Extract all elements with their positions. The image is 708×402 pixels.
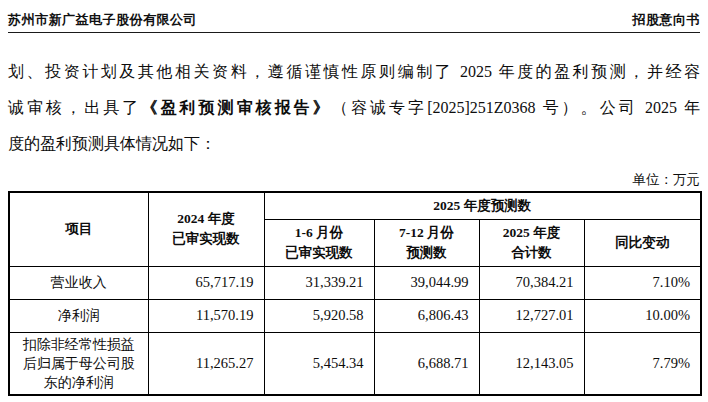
company-name: 苏州市新广益电子股份有限公司 xyxy=(8,11,197,29)
row-label: 净利润 xyxy=(9,299,148,332)
paragraph-text: 诚审核，出具了 xyxy=(8,99,141,116)
header-yoy-change: 同比变动 xyxy=(584,219,701,266)
cell-h2-forecast: 6,806.43 xyxy=(374,299,479,332)
report-title-bold: 《盈利预测审核报告》 xyxy=(141,99,332,116)
profit-forecast-table: 项目 2024 年度 已审实现数 2025 年度预测数 1-6 月份 已审实现数… xyxy=(8,191,702,396)
header-item-label: 项目 xyxy=(12,219,146,239)
header-2024-line1: 2024 年度 xyxy=(151,209,262,229)
cell-h1-actual: 31,339.21 xyxy=(264,266,374,299)
cell-2025-total: 70,384.21 xyxy=(479,266,584,299)
table-row-net-profit-excl-nonrecurring: 扣除非经常性损益后归属于母公司股东的净利润 11,265.27 5,454.34… xyxy=(9,332,701,395)
cell-2024-actual: 11,570.19 xyxy=(148,299,264,332)
paragraph-line-3: 度的盈利预测具体情况如下： xyxy=(8,126,700,162)
header-h1-actual: 1-6 月份 已审实现数 xyxy=(264,219,374,266)
paragraph-text: （容诚专字[2025]251Z0368 号）。公司 2025 年 xyxy=(332,99,700,116)
header-2025-forecast-group: 2025 年度预测数 xyxy=(264,192,701,219)
cell-h2-forecast: 6,688.71 xyxy=(374,332,479,395)
prospectus-page: 苏州市新广益电子股份有限公司 招股意向书 划、投资计划及其他相关资料，遵循谨慎性… xyxy=(0,0,708,402)
header-2024-line2: 已审实现数 xyxy=(151,229,262,249)
header-h1-line1: 1-6 月份 xyxy=(267,223,372,243)
unit-label: 单位：万元 xyxy=(8,171,700,189)
body-paragraph: 划、投资计划及其他相关资料，遵循谨慎性原则编制了 2025 年度的盈利预测，并经… xyxy=(8,54,700,162)
paragraph-line-1: 划、投资计划及其他相关资料，遵循谨慎性原则编制了 2025 年度的盈利预测，并经… xyxy=(8,54,700,90)
cell-yoy: 7.79% xyxy=(584,332,701,395)
header-h1-line2: 已审实现数 xyxy=(267,243,372,263)
cell-2024-actual: 11,265.27 xyxy=(148,332,264,395)
header-h2-line2: 预测数 xyxy=(377,243,477,263)
cell-2024-actual: 65,717.19 xyxy=(148,266,264,299)
cell-h2-forecast: 39,044.99 xyxy=(374,266,479,299)
cell-h1-actual: 5,920.58 xyxy=(264,299,374,332)
cell-h1-actual: 5,454.34 xyxy=(264,332,374,395)
table-row-net-profit: 净利润 11,570.19 5,920.58 6,806.43 12,727.0… xyxy=(9,299,701,332)
header-total-line2: 合计数 xyxy=(482,243,582,263)
paragraph-line-2: 诚审核，出具了《盈利预测审核报告》（容诚专字[2025]251Z0368 号）。… xyxy=(8,90,700,126)
header-h2-line1: 7-12 月份 xyxy=(377,223,477,243)
cell-2025-total: 12,143.05 xyxy=(479,332,584,395)
header-h2-forecast: 7-12 月份 预测数 xyxy=(374,219,479,266)
row-label: 营业收入 xyxy=(9,266,148,299)
table-header-row-group: 项目 2024 年度 已审实现数 2025 年度预测数 xyxy=(9,192,701,219)
table-row-revenue: 营业收入 65,717.19 31,339.21 39,044.99 70,38… xyxy=(9,266,701,299)
cell-yoy: 7.10% xyxy=(584,266,701,299)
paragraph-text: 划、投资计划及其他相关资料，遵循谨慎性原则编制了 2025 年度的盈利预测，并经… xyxy=(8,63,700,80)
cell-2025-total: 12,727.01 xyxy=(479,299,584,332)
header-item: 项目 xyxy=(9,192,148,266)
paragraph-text: 度的盈利预测具体情况如下： xyxy=(8,135,216,152)
cell-yoy: 10.00% xyxy=(584,299,701,332)
header-2024-actual: 2024 年度 已审实现数 xyxy=(148,192,264,266)
row-label: 扣除非经常性损益后归属于母公司股东的净利润 xyxy=(9,332,148,395)
header-total-line1: 2025 年度 xyxy=(482,223,582,243)
header-2025-total: 2025 年度 合计数 xyxy=(479,219,584,266)
document-type-label: 招股意向书 xyxy=(633,11,701,29)
running-header: 苏州市新广益电子股份有限公司 招股意向书 xyxy=(8,0,700,33)
